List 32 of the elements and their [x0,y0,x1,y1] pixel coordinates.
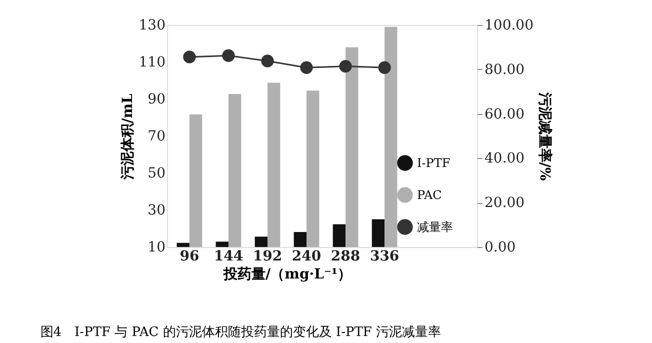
x-tick-label: 144 [214,248,244,264]
text: 图4 I-PTF 与 PAC 的污泥体积随投药量的变化及 I-PTF 污泥减量率 [40,324,442,340]
y-tick-label: 10 [148,240,166,256]
y-axis-title: 污泥体积/mL [120,93,136,180]
x-tick-label: 96 [180,248,200,264]
x-tick-label: 192 [252,248,282,264]
y-tick-label: 90 [148,92,166,108]
x-axis-title: 投药量/（mg·L⁻¹） [222,266,352,282]
x-tick-label: 240 [292,248,322,264]
x-tick-label: 336 [370,248,400,264]
point [183,50,196,64]
y2-tick-label: 80.00 [484,62,525,78]
y2-tick-label: 0.00 [484,240,516,256]
point [339,60,352,73]
point [378,61,391,74]
y-tick-label: 70 [148,128,166,144]
legend-label: I-PTF [417,156,450,170]
y-tick-label: 50 [148,166,166,182]
y2-axis-title: 污泥减量率/% [536,91,554,181]
point [300,61,313,74]
legend-label: PAC [417,188,442,202]
legend-label: 减量率 [417,220,453,234]
y2-tick-label: 20.00 [484,195,525,212]
x-tick-label: 288 [330,248,360,264]
y-tick-label: 110 [138,54,166,70]
y2-tick-label: 100.00 [484,18,534,34]
y-tick-label: 130 [138,18,166,34]
y2-tick-label: 60.00 [484,106,525,122]
y-tick-label: 30 [148,202,166,218]
point [261,54,274,68]
point [222,49,235,62]
y2-tick-label: 40.00 [484,150,525,167]
